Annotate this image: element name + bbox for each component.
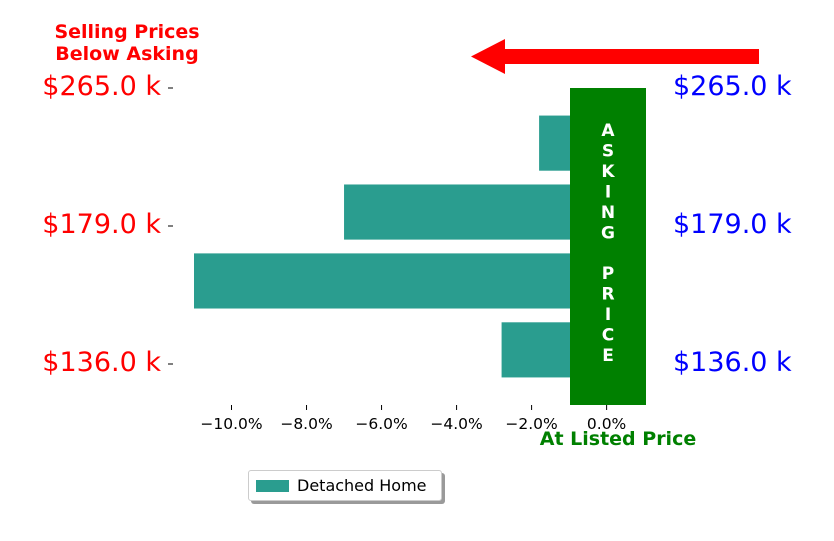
x-axis: −10.0% −8.0% −6.0% −4.0% −2.0% 0.0% bbox=[200, 405, 626, 433]
bar bbox=[194, 253, 607, 309]
x-tick-label: −4.0% bbox=[430, 415, 482, 433]
band-letter: C bbox=[602, 326, 614, 346]
x-tick-label: 0.0% bbox=[587, 415, 626, 433]
band-letter: N bbox=[601, 203, 615, 223]
band-letter: R bbox=[601, 285, 614, 305]
left-price-label: $136.0 k bbox=[42, 347, 161, 378]
bar bbox=[344, 184, 607, 240]
band-letter: G bbox=[601, 224, 615, 244]
band-letter: S bbox=[602, 142, 614, 162]
right-price-labels: $265.0 k $179.0 k $136.0 k bbox=[673, 71, 792, 378]
right-price-label: $265.0 k bbox=[673, 71, 792, 102]
left-price-labels: $265.0 k $179.0 k $136.0 k bbox=[42, 71, 173, 378]
band-letter: E bbox=[602, 346, 614, 366]
band-letter: I bbox=[605, 183, 611, 203]
x-tick-label: −10.0% bbox=[200, 415, 262, 433]
right-price-label: $179.0 k bbox=[673, 209, 792, 240]
band-letter: P bbox=[602, 264, 614, 284]
x-tick-label: −8.0% bbox=[280, 415, 332, 433]
band-letter: I bbox=[605, 305, 611, 325]
left-price-label: $179.0 k bbox=[42, 209, 161, 240]
left-price-label: $265.0 k bbox=[42, 71, 161, 102]
at-listed-price-label: At Listed Price bbox=[540, 428, 696, 450]
asking-price-band bbox=[570, 88, 646, 405]
legend-swatch bbox=[256, 479, 289, 492]
band-letter: A bbox=[601, 121, 615, 141]
right-price-label: $136.0 k bbox=[673, 347, 792, 378]
x-tick-label: −2.0% bbox=[505, 415, 557, 433]
top-left-note-line-1: Selling Prices bbox=[54, 21, 199, 43]
bars-group bbox=[194, 115, 607, 378]
legend-label: Detached Home bbox=[297, 476, 427, 495]
legend: Detached Home bbox=[248, 470, 442, 501]
top-left-note-line-2: Below Asking bbox=[55, 43, 198, 65]
x-tick-label: −6.0% bbox=[355, 415, 407, 433]
left-arrow-icon bbox=[471, 39, 759, 74]
band-letter: K bbox=[601, 162, 615, 182]
